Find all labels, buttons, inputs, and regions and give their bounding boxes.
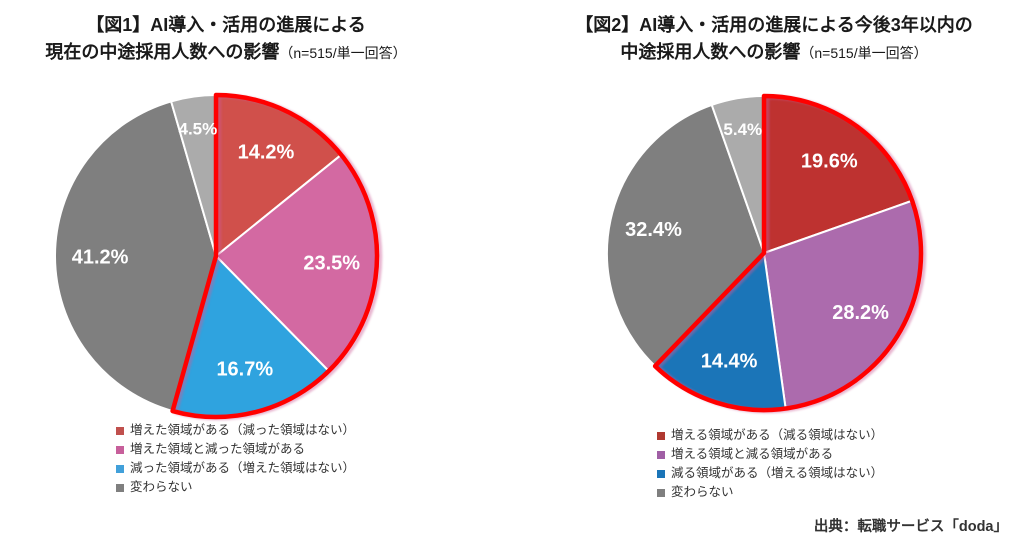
pie-slice-label: 16.7%: [216, 358, 273, 380]
figure1-title-line2: 現在の中途採用人数への影響（n=515/単一回答）: [45, 42, 407, 62]
figure2-legend: 増える領域がある（減る領域はない） 増える領域と減る領域がある減る領域がある（増え…: [657, 428, 883, 500]
pie-slice-label: 32.4%: [625, 219, 682, 241]
pie-slice-41.2%: [54, 100, 217, 413]
pie-slice-32.4%: [606, 103, 765, 368]
legend-item: 変わらない: [657, 485, 883, 500]
legend-item: 増える領域がある（減る領域はない）: [657, 428, 883, 443]
figure2-title-line1: 【図2】AI導入・活用の進展による今後3年以内の: [575, 15, 973, 35]
figure1-title-line1: 【図1】AI導入・活用の進展による: [86, 15, 366, 35]
figure1-title: 【図1】AI導入・活用の進展による 現在の中途採用人数への影響（n=515/単一…: [0, 12, 452, 67]
legend-item: 減った領域がある（増えた領域はない）: [116, 461, 355, 476]
legend-swatch-icon: [116, 464, 124, 473]
legend-item: 増えた領域がある（減った領域はない）: [116, 423, 355, 438]
legend-label: 変わらない: [671, 485, 734, 499]
figure2-title-line2: 中途採用人数への影響（n=515/単一回答）: [620, 42, 928, 62]
pie-slice-label: 41.2%: [72, 247, 129, 269]
legend-swatch-icon: [116, 445, 124, 454]
figure1-sample-note: （n=515/単一回答）: [279, 45, 407, 61]
figure2-pie-chart: 19.6% 28.2% 14.4% 32.4% 5.4%: [606, 93, 924, 413]
highlight-outline: [652, 93, 924, 413]
legend-label: 増える領域と減る領域がある: [671, 447, 834, 461]
source-credit: 出典：転職サービス「doda」: [813, 519, 1008, 535]
legend-item: 変わらない: [116, 480, 355, 495]
pie-slice-label: 14.2%: [238, 141, 295, 163]
legend-label: 増えた領域と減った領域がある: [130, 442, 306, 456]
legend-item: 増える領域と減る領域がある: [657, 447, 883, 462]
legend-item: 増えた領域と減った領域がある: [116, 442, 355, 457]
figure2-sample-note: （n=515/単一回答）: [800, 45, 928, 61]
pie-slice-label: 28.2%: [832, 302, 889, 324]
pie-slice-label: 23.5%: [303, 253, 360, 275]
figure1-legend: 増えた領域がある（減った領域はない） 増えた領域と減った領域がある減った領域がある…: [116, 423, 355, 495]
legend-label: 増えた領域がある（減った領域はない）: [130, 423, 356, 437]
pie-slice-label: 19.6%: [801, 151, 858, 173]
legend-swatch-icon: [657, 450, 665, 459]
legend-label: 変わらない: [130, 480, 193, 494]
pie-slice-label: 14.4%: [701, 351, 758, 373]
legend-swatch-icon: [116, 426, 124, 435]
legend-swatch-icon: [657, 431, 665, 440]
legend-label: 減った領域がある（増えた領域はない）: [130, 461, 356, 475]
pie-slice-label: 5.4%: [723, 120, 762, 139]
legend-label: 減る領域がある（増える領域はない）: [671, 466, 884, 480]
legend-label: 増える領域がある（減る領域はない）: [671, 428, 884, 442]
highlight-outline: [170, 92, 380, 420]
legend-swatch-icon: [116, 483, 124, 492]
figure1-pie-chart: 14.2% 23.5% 16.7% 41.2% 4.5%: [54, 92, 380, 420]
legend-swatch-icon: [657, 469, 665, 478]
legend-item: 減る領域がある（増える領域はない）: [657, 466, 883, 481]
pie-slice-label: 4.5%: [178, 119, 217, 138]
legend-swatch-icon: [657, 488, 665, 497]
figure2-title: 【図2】AI導入・活用の進展による今後3年以内の 中途採用人数への影響（n=51…: [548, 12, 1000, 67]
